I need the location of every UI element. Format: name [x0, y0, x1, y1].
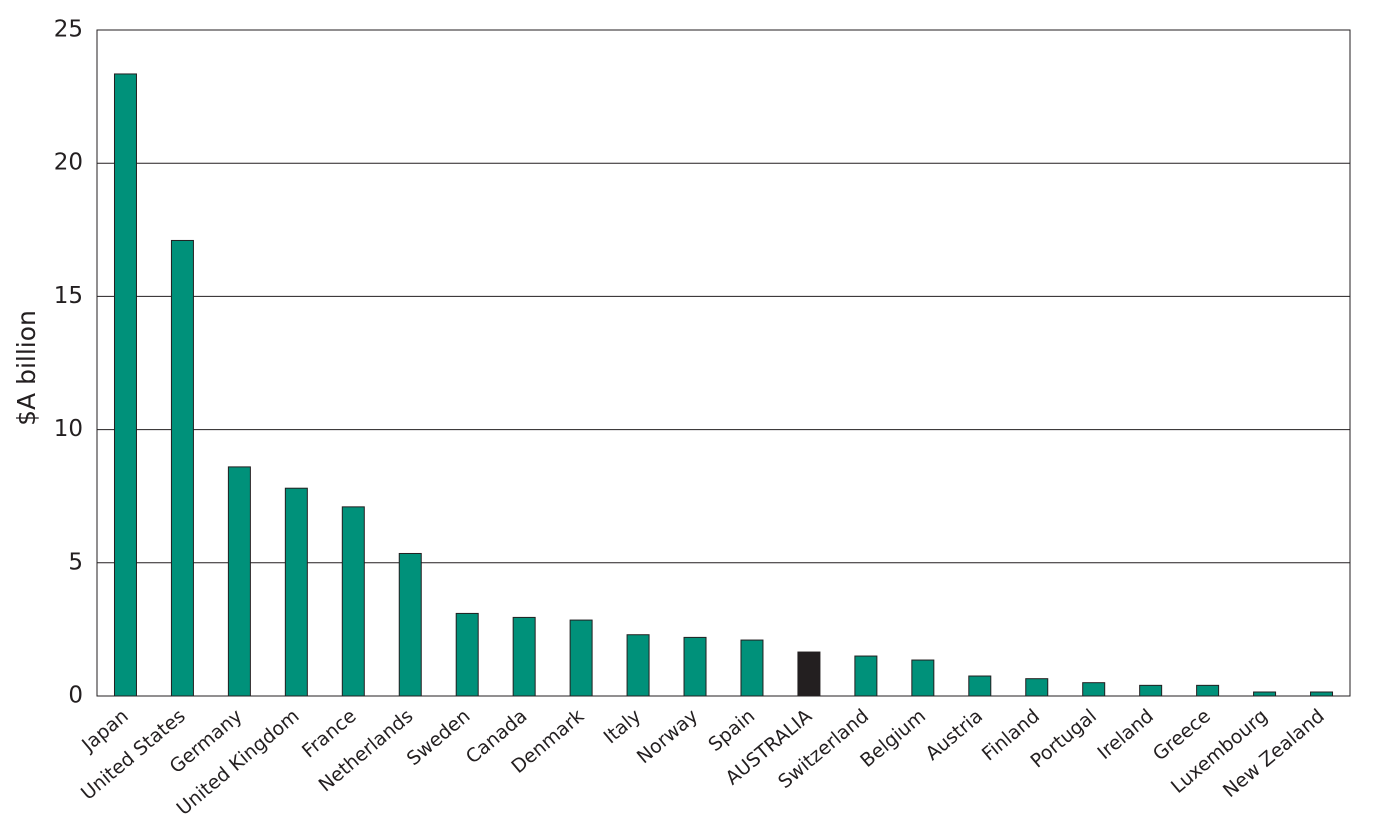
bar: [1253, 691, 1277, 697]
x-tick-label: Norway: [633, 705, 702, 768]
bar: [227, 466, 251, 697]
bar: [968, 675, 992, 697]
bar: [512, 616, 536, 697]
bar: [797, 651, 821, 697]
bar: [113, 73, 137, 697]
bar: [284, 487, 308, 697]
y-tick-label: 25: [54, 17, 83, 43]
y-tick-label: 20: [54, 150, 83, 176]
bar: [1196, 684, 1220, 697]
bar: [569, 619, 593, 697]
bar: [626, 634, 650, 697]
plot-border: [96, 29, 1351, 697]
x-tick-label: New Zealand: [1219, 705, 1329, 802]
bar: [1310, 691, 1334, 697]
bar: [1139, 684, 1163, 697]
x-tick-label: Sweden: [403, 705, 475, 770]
bar: [740, 639, 764, 697]
y-tick-label: 15: [54, 283, 83, 309]
y-tick-label: 10: [54, 416, 83, 442]
bar: [854, 655, 878, 697]
x-tick-label: Ireland: [1093, 705, 1157, 764]
bar: [1025, 678, 1049, 697]
bar: [1082, 682, 1106, 697]
bar: [341, 506, 365, 697]
bar: [683, 636, 707, 697]
y-tick-label: 5: [68, 549, 83, 575]
bar: [455, 612, 479, 697]
bar: [911, 659, 935, 697]
x-tick-label: Austria: [921, 705, 987, 765]
x-tick-label: Italy: [600, 705, 646, 748]
y-tick-label: 0: [68, 683, 83, 709]
y-axis-label: $A billion: [12, 310, 41, 426]
bar: [398, 552, 422, 697]
bar: [170, 239, 194, 697]
